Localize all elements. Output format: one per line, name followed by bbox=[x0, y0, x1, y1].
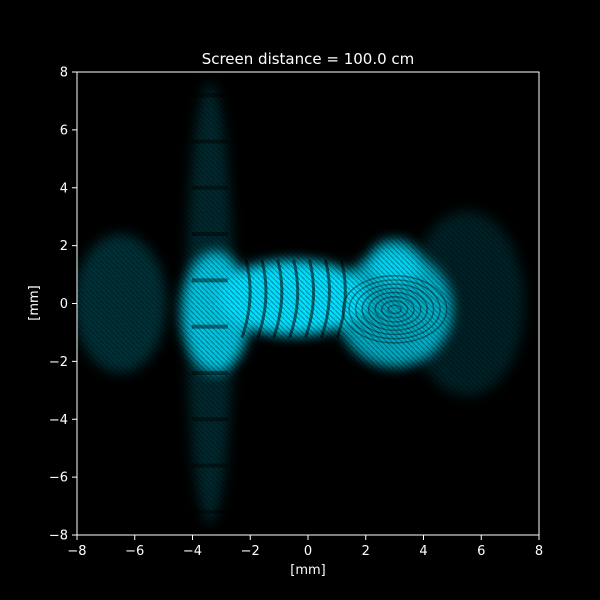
x-tick-label: 6 bbox=[477, 544, 485, 559]
y-tick-label: −6 bbox=[49, 471, 68, 486]
x-tick-label: 4 bbox=[419, 544, 427, 559]
y-tick-label: 0 bbox=[60, 297, 68, 312]
x-tick-label: −6 bbox=[125, 544, 144, 559]
plot-area bbox=[77, 72, 539, 535]
y-tick-label: 8 bbox=[60, 66, 68, 81]
x-tick-label: 0 bbox=[304, 544, 312, 559]
fringe-overlay bbox=[77, 72, 539, 535]
y-tick-label: −4 bbox=[49, 413, 68, 428]
x-tick-label: −4 bbox=[183, 544, 202, 559]
x-tick-label: 2 bbox=[362, 544, 370, 559]
x-axis-label: [mm] bbox=[290, 563, 325, 578]
y-tick-label: 6 bbox=[60, 123, 68, 138]
x-tick-label: 8 bbox=[535, 544, 543, 559]
y-tick-label: −2 bbox=[49, 355, 68, 370]
y-tick-label: −8 bbox=[49, 529, 68, 544]
y-axis-label: [mm] bbox=[27, 285, 42, 320]
y-axis-ticks: −8 −6 −4 −2 0 2 4 6 8 bbox=[49, 66, 77, 544]
x-tick-label: −2 bbox=[241, 544, 260, 559]
y-tick-label: 4 bbox=[60, 181, 68, 196]
y-tick-label: 2 bbox=[60, 239, 68, 254]
x-axis-ticks: −8 −6 −4 −2 0 2 4 6 8 bbox=[67, 535, 543, 559]
chart-title: Screen distance = 100.0 cm bbox=[202, 50, 415, 68]
x-tick-label: −8 bbox=[67, 544, 86, 559]
